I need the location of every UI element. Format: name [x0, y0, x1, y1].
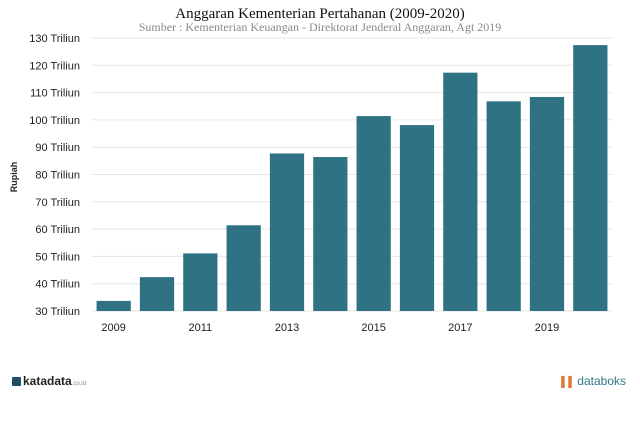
bar-2010 — [139, 277, 175, 311]
katadata-logo-domain: .co.id — [71, 381, 87, 387]
bar-2016 — [399, 125, 435, 311]
y-tick-label: 80 Triliun — [35, 170, 80, 182]
y-tick-label: 60 Triliun — [35, 224, 80, 236]
katadata-logo-text: katadata — [23, 374, 72, 388]
katadata-logo-mark — [12, 377, 21, 386]
bar-2011 — [183, 253, 218, 311]
bar-2014 — [313, 157, 348, 311]
x-tick-label: 2009 — [101, 322, 125, 334]
y-tick-label: 70 Triliun — [35, 197, 80, 209]
y-tick-label: 100 Triliun — [29, 115, 80, 127]
y-tick-label: 40 Triliun — [35, 279, 80, 291]
x-tick-label: 2019 — [535, 322, 559, 334]
bar-2015 — [356, 116, 391, 311]
bar-2018 — [486, 101, 521, 311]
bar-2009 — [96, 300, 131, 311]
y-axis-ticks: 30 Triliun 40 Triliun 50 Triliun 60 Triliun… — [29, 33, 80, 318]
y-tick-label: 50 Triliun — [35, 251, 80, 263]
bar-2017 — [443, 72, 478, 312]
x-axis-ticks: 2009 2011 2013 2015 2017 2019 — [101, 322, 559, 334]
bar-2012 — [226, 225, 261, 311]
x-tick-label: 2017 — [448, 322, 472, 334]
databoks-logo: ▌▌ databoks — [561, 374, 626, 388]
bar-2019 — [529, 96, 565, 311]
bars — [96, 45, 608, 312]
x-tick-label: 2011 — [189, 322, 213, 334]
gridlines — [92, 37, 612, 312]
y-tick-label: 90 Triliun — [35, 142, 80, 154]
chart-subtitle: Sumber : Kementerian Keuangan - Direktor… — [138, 20, 502, 34]
y-tick-label: 110 Triliun — [30, 88, 80, 100]
y-tick-label: 120 Triliun — [29, 60, 80, 72]
bar-2020 — [573, 45, 608, 312]
x-tick-label: 2015 — [361, 322, 385, 334]
y-tick-label: 30 Triliun — [35, 306, 80, 318]
databoks-logo-mark: ▌▌ — [561, 377, 576, 388]
bar-2013 — [269, 153, 305, 311]
chart-title: Anggaran Kementerian Pertahanan (2009-20… — [175, 6, 465, 22]
katadata-logo: katadata.co.id — [12, 374, 86, 388]
databoks-logo-text: databoks — [577, 374, 626, 388]
x-tick-label: 2013 — [275, 322, 299, 334]
y-tick-label: 130 Triliun — [29, 33, 80, 45]
y-axis-label: Rupiah — [9, 162, 19, 193]
